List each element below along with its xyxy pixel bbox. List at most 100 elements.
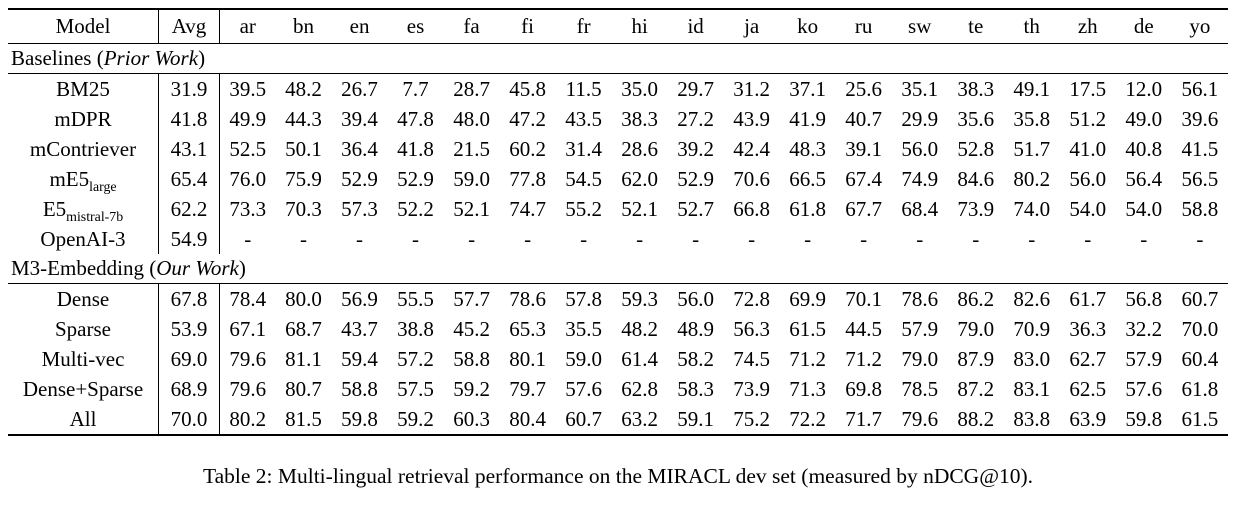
value-cell: 57.7 <box>453 287 490 311</box>
value-cell: 38.3 <box>621 107 658 131</box>
value-cell: 48.0 <box>453 107 490 131</box>
value-cell: 61.7 <box>1069 287 1107 311</box>
value-cell: 40.7 <box>845 107 883 131</box>
avg-cell: 62.2 <box>158 194 220 224</box>
value-cell: - <box>636 227 644 251</box>
value-cell: - <box>412 227 420 251</box>
value-cell: 79.0 <box>901 347 939 371</box>
table-row: mContriever 43.1 52.5 50.1 36.4 41.8 21.5 60.2 3… <box>8 134 1228 164</box>
column-header-model: Model <box>8 9 159 44</box>
value-cell: 59.3 <box>621 287 658 311</box>
table-row: mDPR 41.8 49.9 44.3 39.4 47.8 48.0 47.2 43.5 38.3… <box>8 104 1228 134</box>
value-cell: 71.3 <box>789 377 827 401</box>
value-cell: 78.6 <box>509 287 546 311</box>
value-cell: 69.8 <box>845 377 883 401</box>
value-cell: - <box>580 227 588 251</box>
value-cell: 59.0 <box>453 167 490 191</box>
table-row: OpenAI-3 54.9- - - - - - - - - - - - - - - - - - <box>8 224 1228 254</box>
value-cell: 49.0 <box>1125 107 1163 131</box>
value-cell: - <box>972 227 980 251</box>
value-cell: 79.6 <box>901 407 939 431</box>
value-cell: 39.1 <box>845 137 883 161</box>
avg-cell: 53.9 <box>158 314 220 344</box>
value-cell: 88.2 <box>957 407 995 431</box>
value-cell: 28.6 <box>621 137 658 161</box>
value-cell: 57.6 <box>1125 377 1163 401</box>
section-label-prefix: M3-Embedding ( <box>11 256 157 280</box>
value-cell: 80.2 <box>1013 167 1051 191</box>
value-cell: 48.9 <box>677 317 714 341</box>
value-cell: 67.4 <box>845 167 883 191</box>
value-cell: 52.8 <box>957 137 995 161</box>
table-row: BM25 31.9 39.5 48.2 26.7 7.7 28.7 45.8 11.5 35.0 2… <box>8 73 1228 104</box>
avg-cell: 67.8 <box>158 283 220 314</box>
value-cell: 70.9 <box>1013 317 1051 341</box>
value-cell: 49.9 <box>229 107 267 131</box>
value-cell: 66.5 <box>789 167 827 191</box>
value-cell: 71.7 <box>845 407 883 431</box>
value-cell: 52.5 <box>229 137 267 161</box>
column-header-zh: zh <box>1059 9 1116 44</box>
value-cell: 41.0 <box>1069 137 1107 161</box>
value-cell: 81.5 <box>285 407 322 431</box>
column-header-fi: fi <box>499 9 556 44</box>
value-cell: 83.1 <box>1013 377 1051 401</box>
model-cell: mContriever <box>8 134 159 164</box>
value-cell: 87.9 <box>957 347 995 371</box>
value-cell: 51.7 <box>1013 137 1051 161</box>
value-cell: 36.4 <box>341 137 378 161</box>
value-cell: 70.1 <box>845 287 883 311</box>
column-header-en: en <box>331 9 388 44</box>
avg-cell: 43.1 <box>158 134 220 164</box>
avg-cell: 65.4 <box>158 164 220 194</box>
value-cell: 44.3 <box>285 107 322 131</box>
value-cell: 58.3 <box>677 377 714 401</box>
value-cell: 70.3 <box>285 197 322 221</box>
value-cell: 58.2 <box>677 347 714 371</box>
value-cell: 74.7 <box>509 197 546 221</box>
value-cell: 31.2 <box>733 77 771 101</box>
table-row: E5mistral-7b 62.2 73.3 70.3 57.3 52.2 52.1 74.7… <box>8 194 1228 224</box>
value-cell: 54.0 <box>1069 197 1107 221</box>
value-cell: 41.5 <box>1181 137 1219 161</box>
value-cell: 65.3 <box>509 317 546 341</box>
model-cell: All <box>8 404 159 435</box>
value-cell: 61.8 <box>1181 377 1219 401</box>
value-cell: 56.3 <box>733 317 771 341</box>
avg-cell: 69.0 <box>158 344 220 374</box>
value-cell: 29.7 <box>677 77 714 101</box>
table-row: Sparse 53.9 67.1 68.7 43.7 38.8 45.2 65.3 35.5 48… <box>8 314 1228 344</box>
value-cell: 12.0 <box>1125 77 1163 101</box>
value-cell: 72.8 <box>733 287 771 311</box>
section-label-suffix: ) <box>238 256 246 280</box>
table-header: Model Avg ar bn en es fa fi fr hi id ja ko ru sw te th zh… <box>8 9 1228 44</box>
value-cell: - <box>748 227 756 251</box>
value-cell: 44.5 <box>845 317 883 341</box>
value-cell: 41.8 <box>397 137 434 161</box>
column-header-avg: Avg <box>158 9 220 44</box>
table-row: Multi-vec 69.0 79.6 81.1 59.4 57.2 58.8 80.1 59.… <box>8 344 1228 374</box>
value-cell: 80.1 <box>509 347 546 371</box>
results-table: Model Avg ar bn en es fa fi fr hi id ja ko ru sw te th zh… <box>8 8 1228 436</box>
avg-cell: 41.8 <box>158 104 220 134</box>
value-cell: 68.4 <box>901 197 939 221</box>
column-header-ar: ar <box>219 9 276 44</box>
value-cell: 83.0 <box>1013 347 1051 371</box>
column-header-th: th <box>1003 9 1060 44</box>
value-cell: 52.2 <box>397 197 434 221</box>
value-cell: 63.2 <box>621 407 658 431</box>
value-cell: 79.6 <box>229 377 267 401</box>
value-cell: 51.2 <box>1069 107 1107 131</box>
value-cell: 61.4 <box>621 347 658 371</box>
value-cell: 47.2 <box>509 107 546 131</box>
value-cell: 80.2 <box>229 407 267 431</box>
value-cell: 26.7 <box>341 77 378 101</box>
value-cell: 31.4 <box>565 137 602 161</box>
table-row: Dense+Sparse 68.9 79.6 80.7 58.8 57.5 59.2 79.7… <box>8 374 1228 404</box>
value-cell: 17.5 <box>1069 77 1107 101</box>
value-cell: 35.1 <box>901 77 939 101</box>
value-cell: 52.9 <box>341 167 378 191</box>
value-cell: 43.9 <box>733 107 771 131</box>
value-cell: 48.3 <box>789 137 827 161</box>
value-cell: 56.8 <box>1125 287 1163 311</box>
